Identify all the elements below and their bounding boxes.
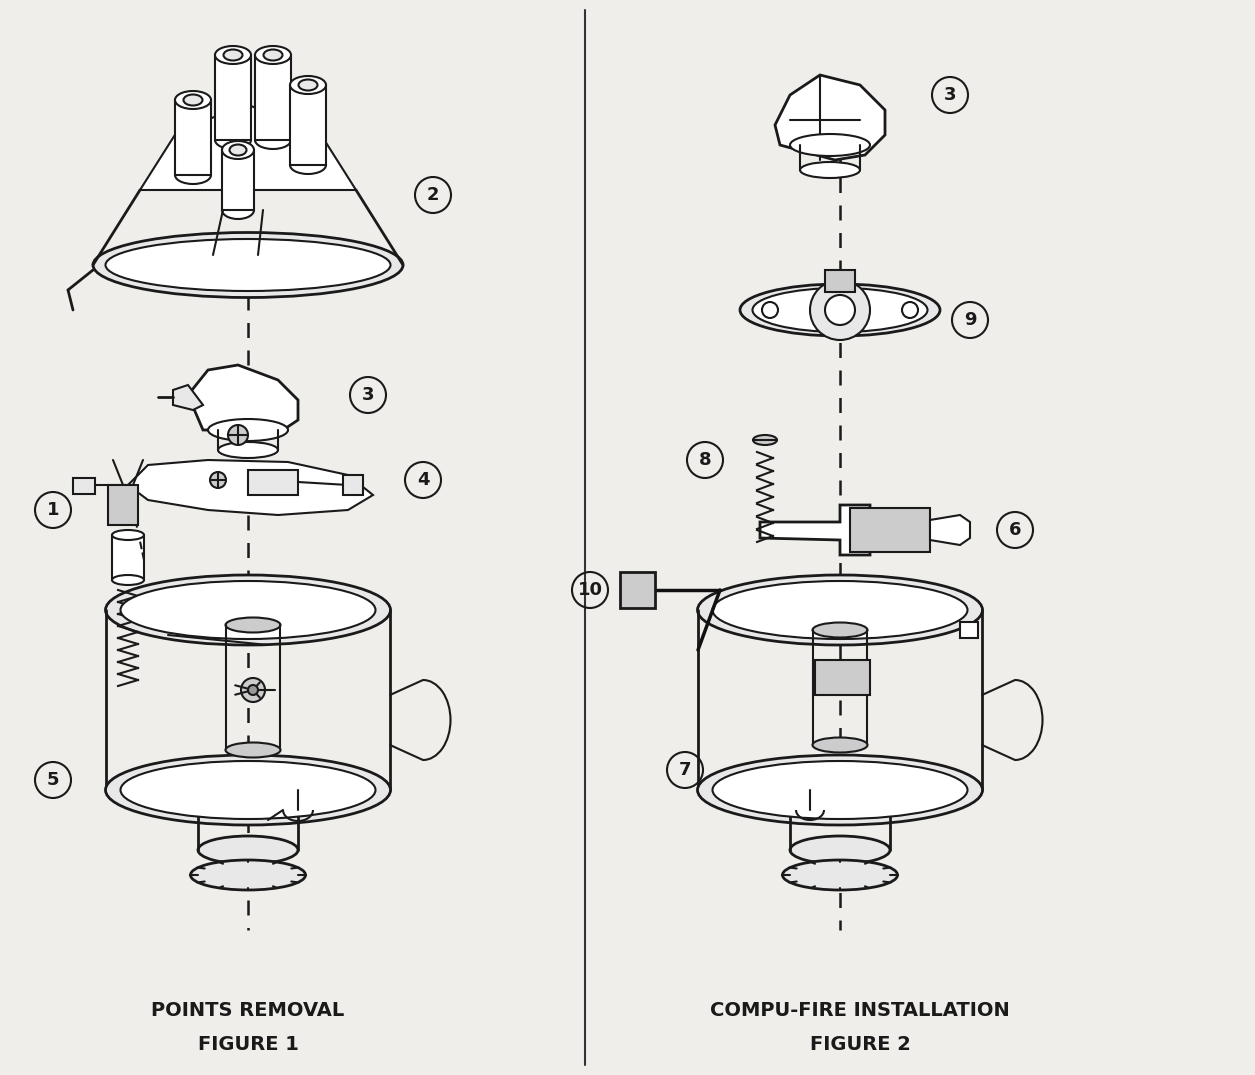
Bar [73,478,95,494]
Ellipse shape [112,575,144,585]
Ellipse shape [290,76,326,94]
Ellipse shape [740,284,940,336]
Bar [222,151,254,210]
Ellipse shape [753,288,927,332]
Ellipse shape [226,743,281,758]
Polygon shape [128,460,373,515]
Ellipse shape [299,80,318,90]
Ellipse shape [222,201,254,219]
Bar [850,508,930,551]
Text: 3: 3 [361,386,374,404]
Ellipse shape [222,141,254,159]
Ellipse shape [215,131,251,149]
Ellipse shape [753,435,777,445]
Ellipse shape [198,836,297,864]
Polygon shape [776,75,885,160]
Bar [255,55,291,140]
Bar [620,572,655,608]
Circle shape [228,425,248,445]
Polygon shape [343,475,363,494]
Ellipse shape [255,131,291,149]
Text: POINTS REMOVAL: POINTS REMOVAL [152,1001,345,1019]
Text: COMPU-FIRE INSTALLATION: COMPU-FIRE INSTALLATION [710,1001,1010,1019]
Text: 9: 9 [964,311,976,329]
Ellipse shape [120,761,375,819]
Circle shape [902,302,917,318]
Polygon shape [248,470,297,494]
Polygon shape [141,105,356,190]
Polygon shape [761,505,870,555]
Bar [112,535,144,581]
Polygon shape [173,385,203,410]
Polygon shape [188,366,297,430]
Ellipse shape [713,761,968,819]
Ellipse shape [174,91,211,109]
Bar [108,485,138,525]
Bar [215,55,251,140]
Ellipse shape [112,530,144,540]
Ellipse shape [191,860,305,890]
Ellipse shape [208,419,287,441]
Bar [174,100,211,175]
Circle shape [825,295,855,325]
Ellipse shape [789,134,870,156]
Circle shape [809,280,870,340]
Ellipse shape [713,580,968,639]
Text: 5: 5 [46,771,59,789]
Polygon shape [930,515,970,545]
Text: 7: 7 [679,761,692,779]
Ellipse shape [230,144,246,156]
Ellipse shape [174,166,211,184]
Ellipse shape [215,46,251,64]
Ellipse shape [255,46,291,64]
Ellipse shape [120,580,375,639]
Ellipse shape [698,575,983,645]
Text: FIGURE 2: FIGURE 2 [809,1035,910,1055]
Text: 6: 6 [1009,521,1022,539]
Ellipse shape [698,755,983,825]
Ellipse shape [812,622,867,637]
Text: 4: 4 [417,471,429,489]
Ellipse shape [105,239,390,291]
Polygon shape [960,622,978,637]
Text: 1: 1 [46,501,59,519]
Text: 2: 2 [427,186,439,204]
Ellipse shape [218,442,279,458]
Ellipse shape [264,49,282,60]
Ellipse shape [799,162,860,178]
Circle shape [241,678,265,702]
Text: 8: 8 [699,452,712,469]
Text: 3: 3 [944,86,956,104]
Ellipse shape [226,617,281,632]
Text: 10: 10 [577,580,602,599]
Ellipse shape [812,737,867,752]
Ellipse shape [783,860,897,890]
Circle shape [762,302,778,318]
Circle shape [210,472,226,488]
Ellipse shape [789,836,890,864]
Text: FIGURE 1: FIGURE 1 [197,1035,299,1055]
Ellipse shape [183,95,202,105]
Circle shape [248,685,259,696]
Ellipse shape [290,156,326,174]
Ellipse shape [105,575,390,645]
Bar [825,270,855,292]
Bar [814,660,870,696]
Ellipse shape [105,755,390,825]
Bar [290,85,326,164]
Ellipse shape [93,232,403,298]
Ellipse shape [223,49,242,60]
